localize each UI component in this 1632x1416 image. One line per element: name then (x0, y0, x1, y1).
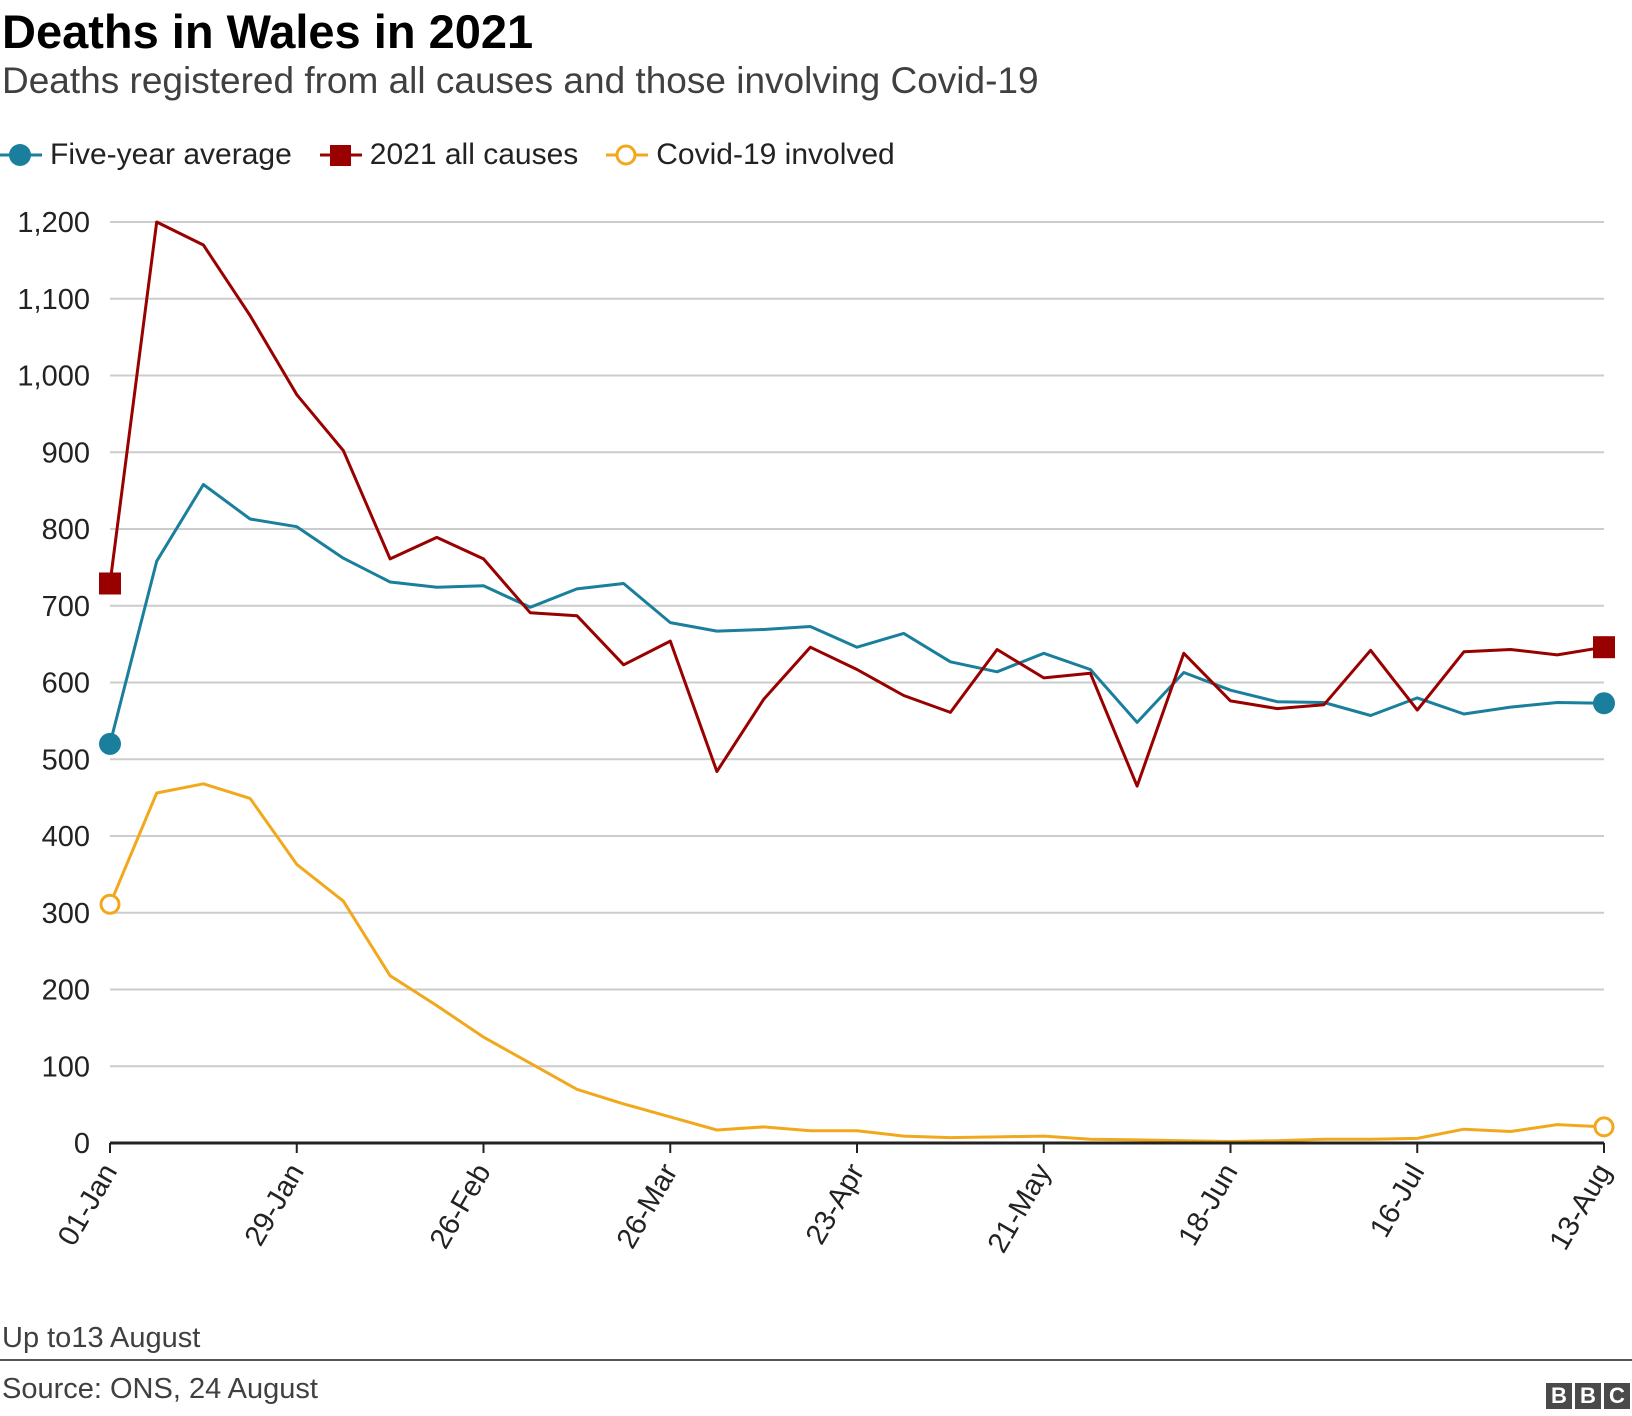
footnote: Up to13 August (2, 1322, 201, 1354)
legend-circle-marker-icon (0, 144, 42, 166)
footer-divider (0, 1359, 1632, 1361)
x-tick-label: 18-Jun (1173, 1159, 1245, 1252)
y-tick-label: 1,100 (17, 284, 90, 316)
y-tick-label: 800 (42, 514, 90, 546)
series-line (108, 782, 1605, 1143)
data-point-marker (99, 572, 121, 595)
series-line (108, 483, 1605, 745)
y-tick-label: 500 (42, 744, 90, 776)
y-tick-label: 1,000 (17, 361, 90, 393)
bbc-logo-letter: B (1546, 1383, 1572, 1409)
y-tick-label: 200 (42, 975, 90, 1007)
data-point-marker (1593, 636, 1615, 659)
bbc-logo-letter: B (1575, 1383, 1601, 1409)
y-tick-label: 100 (42, 1051, 90, 1083)
y-tick-label: 900 (42, 437, 90, 469)
x-tick-label: 01-Jan (52, 1159, 124, 1252)
x-tick-label: 29-Jan (239, 1159, 311, 1252)
y-tick-label: 700 (42, 591, 90, 623)
line-chart: 0 100 200 300 400 500 600 700 800 900 1,000 1,100 1,… (17, 207, 1618, 1258)
legend-label: Five-year average (50, 138, 292, 171)
y-tick-label: 1,200 (17, 207, 90, 239)
chart-subtitle: Deaths registered from all causes and th… (2, 60, 1039, 101)
x-tick-label: 23-Apr (800, 1158, 871, 1250)
x-tick-label: 16-Jul (1364, 1159, 1431, 1243)
y-tick-label: 300 (42, 898, 90, 930)
data-point-marker (99, 893, 121, 915)
series-line (108, 220, 1605, 788)
x-tick-label: 26-Feb (424, 1159, 498, 1255)
legend-item-five-year-average: Five-year average (0, 138, 292, 172)
chart-title: Deaths in Wales in 2021 (2, 5, 534, 58)
data-point-marker (1593, 1116, 1615, 1138)
legend-label: Covid-19 involved (656, 138, 895, 171)
y-tick-label: 400 (42, 821, 90, 853)
legend-square-marker-icon (319, 145, 362, 166)
bbc-logo: B B C (1543, 1383, 1630, 1409)
x-tick-label: 13-Aug (1544, 1159, 1618, 1256)
legend-item-2021-all-causes: 2021 all causes (319, 138, 579, 172)
x-tick-label: 21-May (982, 1158, 1058, 1258)
legend-open-circle-marker-icon (606, 144, 649, 166)
source-note: Source: ONS, 24 August (2, 1373, 318, 1405)
bbc-logo-letter: C (1604, 1383, 1630, 1409)
legend-item-covid-19-involved: Covid-19 involved (606, 138, 895, 172)
x-tick-label: 26-Mar (611, 1158, 685, 1254)
data-point-marker (99, 732, 121, 755)
data-point-marker (1593, 692, 1615, 715)
y-tick-label: 0 (74, 1128, 90, 1160)
legend-label: 2021 all causes (369, 138, 579, 171)
y-tick-label: 600 (42, 668, 90, 700)
legend: Five-year average 2021 all causes Covid-… (0, 135, 923, 175)
